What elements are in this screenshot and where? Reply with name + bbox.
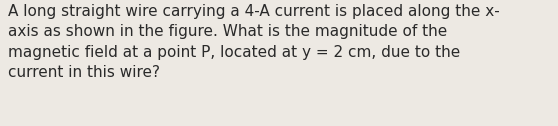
Text: A long straight wire carrying a 4-A current is placed along the x-
axis as shown: A long straight wire carrying a 4-A curr… [8,4,500,80]
